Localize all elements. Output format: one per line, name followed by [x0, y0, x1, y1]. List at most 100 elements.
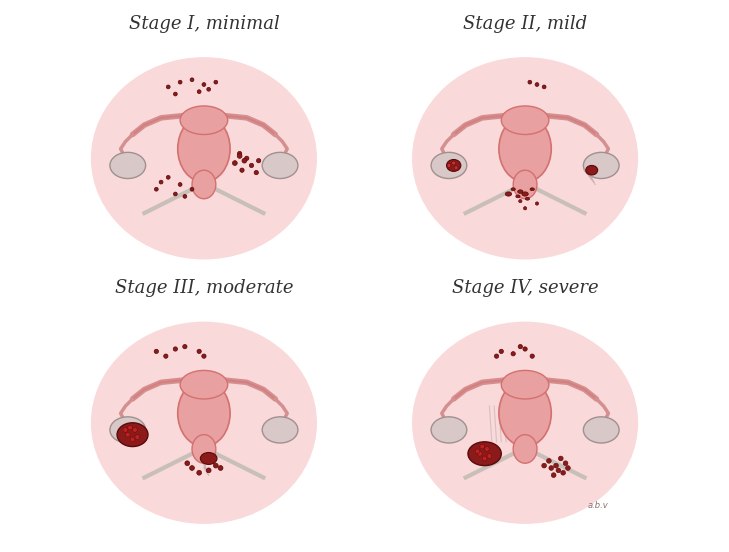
Circle shape — [528, 80, 531, 84]
Circle shape — [202, 83, 206, 87]
Circle shape — [130, 437, 135, 442]
Circle shape — [135, 434, 140, 439]
Ellipse shape — [502, 106, 549, 135]
Circle shape — [547, 459, 551, 463]
Circle shape — [454, 166, 458, 169]
Circle shape — [553, 463, 558, 468]
Title: Stage III, moderate: Stage III, moderate — [114, 279, 293, 298]
Circle shape — [237, 153, 242, 158]
Circle shape — [178, 183, 182, 187]
Circle shape — [511, 352, 515, 356]
Circle shape — [535, 202, 539, 205]
Circle shape — [174, 92, 177, 96]
Circle shape — [159, 180, 163, 184]
Circle shape — [249, 163, 254, 168]
Circle shape — [518, 199, 522, 203]
Circle shape — [166, 85, 170, 89]
Circle shape — [551, 473, 556, 477]
Circle shape — [542, 85, 546, 89]
Title: Stage I, minimal: Stage I, minimal — [128, 15, 279, 33]
Ellipse shape — [516, 195, 520, 198]
Ellipse shape — [499, 115, 551, 182]
Circle shape — [183, 344, 187, 349]
Circle shape — [174, 347, 177, 351]
Circle shape — [178, 80, 182, 84]
Ellipse shape — [502, 370, 549, 399]
Circle shape — [214, 463, 218, 468]
Circle shape — [257, 158, 261, 163]
Circle shape — [166, 176, 170, 179]
Ellipse shape — [180, 106, 227, 135]
Circle shape — [218, 465, 223, 470]
Ellipse shape — [499, 380, 551, 447]
Ellipse shape — [110, 417, 146, 443]
Ellipse shape — [180, 370, 227, 399]
Ellipse shape — [583, 417, 619, 443]
Circle shape — [206, 468, 211, 473]
Title: Stage IV, severe: Stage IV, severe — [452, 279, 599, 298]
Circle shape — [154, 349, 158, 353]
Circle shape — [530, 354, 534, 358]
Circle shape — [452, 161, 456, 165]
Circle shape — [197, 349, 201, 353]
Circle shape — [485, 447, 489, 452]
Text: a.b.v: a.b.v — [588, 501, 609, 511]
Ellipse shape — [192, 434, 216, 463]
Circle shape — [190, 465, 195, 470]
Circle shape — [542, 463, 547, 468]
Circle shape — [254, 171, 258, 175]
Circle shape — [549, 465, 553, 470]
Circle shape — [183, 194, 187, 198]
Ellipse shape — [412, 57, 638, 259]
Circle shape — [499, 349, 504, 353]
Circle shape — [477, 452, 483, 456]
Circle shape — [561, 470, 566, 475]
Ellipse shape — [91, 57, 317, 259]
Circle shape — [202, 354, 206, 358]
Circle shape — [233, 161, 237, 166]
Ellipse shape — [200, 453, 217, 464]
Circle shape — [447, 163, 451, 167]
Circle shape — [155, 187, 158, 191]
Ellipse shape — [117, 423, 148, 447]
Ellipse shape — [583, 152, 619, 178]
Circle shape — [174, 192, 177, 196]
Circle shape — [214, 80, 218, 84]
Circle shape — [487, 454, 492, 459]
Circle shape — [475, 449, 480, 454]
Circle shape — [207, 87, 211, 91]
Ellipse shape — [412, 322, 638, 524]
Circle shape — [198, 90, 201, 94]
Circle shape — [480, 444, 485, 449]
Ellipse shape — [513, 170, 537, 199]
Circle shape — [494, 354, 499, 358]
Ellipse shape — [431, 417, 467, 443]
Circle shape — [483, 456, 487, 461]
Ellipse shape — [586, 166, 598, 175]
Circle shape — [245, 156, 249, 161]
Circle shape — [190, 78, 194, 82]
Ellipse shape — [262, 417, 298, 443]
Circle shape — [133, 428, 137, 432]
Circle shape — [518, 344, 523, 349]
Circle shape — [556, 468, 561, 473]
Circle shape — [238, 151, 242, 156]
Ellipse shape — [110, 152, 146, 178]
Ellipse shape — [513, 434, 537, 463]
Circle shape — [125, 432, 130, 437]
Ellipse shape — [518, 190, 523, 193]
Ellipse shape — [505, 192, 512, 196]
Circle shape — [242, 158, 246, 163]
Ellipse shape — [529, 188, 535, 191]
Circle shape — [164, 354, 168, 358]
Ellipse shape — [522, 192, 529, 196]
Circle shape — [185, 461, 190, 465]
Circle shape — [535, 83, 539, 87]
Ellipse shape — [262, 152, 298, 178]
Ellipse shape — [192, 170, 216, 199]
Ellipse shape — [178, 115, 230, 182]
Ellipse shape — [91, 322, 317, 524]
Ellipse shape — [447, 160, 461, 171]
Circle shape — [523, 206, 527, 210]
Circle shape — [523, 347, 527, 351]
